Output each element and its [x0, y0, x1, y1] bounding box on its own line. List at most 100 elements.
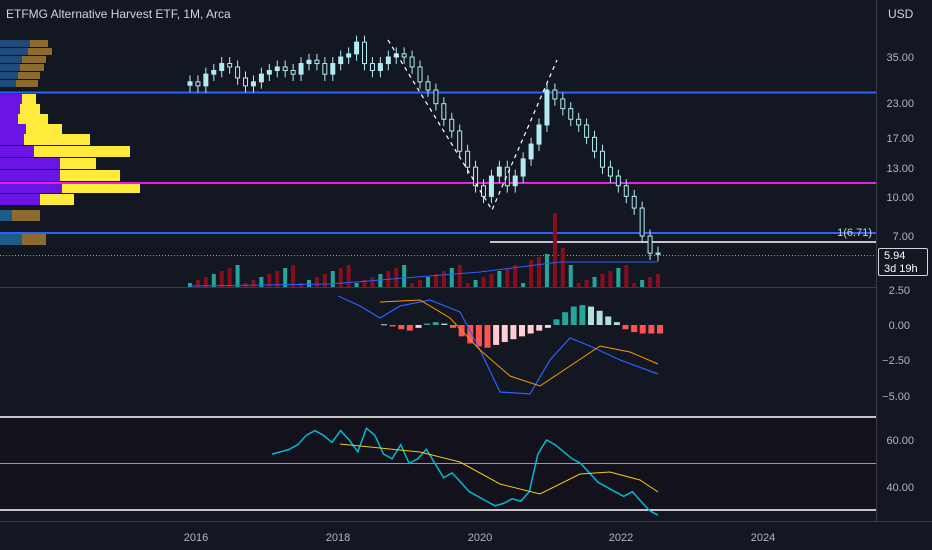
volume-bar [600, 274, 605, 287]
candle-body [560, 98, 566, 110]
volume-bar [275, 271, 280, 287]
signal-line [379, 299, 659, 387]
volume-profile-row [60, 158, 96, 169]
macd-histogram-bar [519, 325, 525, 337]
rsi-line [271, 427, 659, 516]
candle-body [655, 252, 661, 255]
volume-bar [418, 280, 423, 287]
volume-profile-row [34, 146, 130, 157]
volume-bar [378, 274, 383, 287]
candle-body [298, 63, 304, 75]
macd-histogram-bar [536, 325, 543, 331]
volume-bar [219, 271, 224, 287]
volume-bar [188, 283, 192, 287]
macd-histogram-bar [553, 319, 560, 325]
candle-body [322, 63, 328, 75]
volume-bar [592, 277, 597, 287]
candle-body [211, 69, 217, 75]
macd-tick-label: 0.00 [889, 320, 910, 332]
volume-bar [299, 283, 304, 287]
volume-profile-row [0, 80, 16, 87]
macd-histogram-bar [596, 310, 603, 325]
candle-body [457, 130, 463, 152]
volume-bar [616, 268, 621, 287]
time-tick-label: 2024 [751, 532, 775, 544]
volume-bar [259, 277, 264, 287]
candle-body [354, 41, 360, 55]
candle-body [544, 89, 550, 126]
volume-bar [195, 280, 200, 287]
volume-bar [537, 257, 542, 287]
candle-body [433, 89, 439, 105]
candle-body [568, 108, 574, 120]
volume-profile-row [26, 124, 62, 135]
macd-histogram-bar [441, 323, 448, 325]
currency-label: USD [888, 7, 914, 21]
candle-body [607, 166, 613, 177]
macd-histogram-bar [544, 325, 551, 328]
volume-bar [338, 268, 343, 287]
macd-histogram-bar [510, 325, 517, 340]
volume-bar [449, 268, 454, 287]
macd-histogram-bar [613, 322, 620, 325]
candle-body [227, 63, 233, 68]
candle-body [250, 81, 256, 87]
candle-body [409, 56, 415, 68]
volume-bar [410, 283, 415, 287]
volume-bar [568, 265, 573, 287]
macd-histogram-bar [450, 325, 456, 328]
volume-bar [251, 280, 256, 287]
candle-body [282, 66, 288, 71]
macd-histogram-bar [648, 325, 655, 334]
volume-profile-row [0, 72, 18, 79]
volume-profile-row [12, 210, 40, 221]
macd-histogram-bar [475, 325, 482, 347]
price-tick-label: 35.00 [886, 52, 914, 64]
candle-body [631, 195, 637, 209]
volume-profile-row [60, 170, 120, 181]
macd-histogram-bar [424, 323, 431, 325]
macd-histogram-bar [562, 312, 569, 325]
macd-histogram-bar [501, 325, 508, 343]
rsi-tick-label: 60.00 [886, 435, 914, 447]
candle-body [425, 81, 431, 91]
candle-body [417, 66, 423, 83]
macd-histogram-bar [389, 325, 396, 327]
macd-tick-label: −2.50 [882, 355, 910, 367]
candle-body [266, 69, 272, 75]
volume-bar [283, 268, 288, 287]
volume-profile-row [28, 48, 52, 55]
candle-body [377, 63, 383, 71]
price-tick-label: 23.00 [886, 98, 914, 110]
fib-level-label: 1(6.71) [837, 227, 872, 239]
rsi-ma-line [339, 443, 659, 495]
candle-body [243, 77, 249, 87]
candle-body [647, 235, 653, 254]
candle-body [473, 166, 479, 187]
volume-bar [632, 283, 637, 287]
volume-profile-row [20, 64, 44, 71]
macd-histogram-bar [570, 306, 577, 325]
macd-histogram-bar [579, 305, 586, 325]
volume-profile-row [0, 48, 28, 55]
candle-body [441, 103, 447, 120]
macd-histogram-bar [657, 325, 663, 334]
volume-profile-row [0, 40, 30, 47]
macd-line [337, 295, 659, 395]
volume-bar [370, 277, 375, 287]
volume-bar [552, 213, 557, 287]
volume-bar [576, 283, 581, 287]
volume-bar [529, 260, 534, 287]
volume-bar [624, 265, 629, 287]
candle-body [496, 166, 502, 177]
macd-histogram-bar [415, 325, 422, 328]
last-price-badge: 5.94 3d 19h [878, 248, 928, 276]
candle-body [520, 158, 526, 177]
volume-bar [227, 268, 232, 287]
candle-body [512, 175, 518, 187]
volume-bar [656, 274, 660, 287]
candle-body [235, 66, 241, 79]
candle-body [258, 73, 264, 83]
macd-histogram-bar [398, 325, 405, 330]
